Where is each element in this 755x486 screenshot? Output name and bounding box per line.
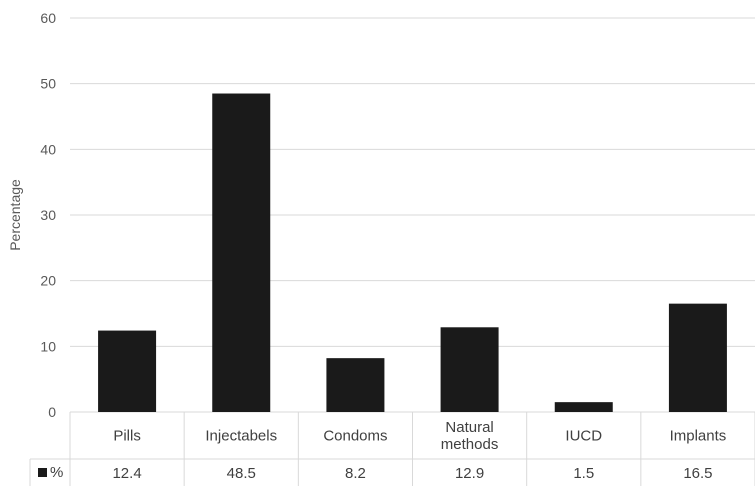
- data-value-label: 12.4: [112, 465, 141, 482]
- data-value-label: 48.5: [227, 465, 256, 482]
- y-tick-label: 60: [40, 10, 56, 26]
- y-axis-ticks: 0 10 20 30 40 50 60: [40, 10, 56, 420]
- category-label: Implants: [670, 428, 727, 445]
- category-label: Pills: [113, 428, 141, 445]
- bars: [98, 93, 727, 413]
- data-value-label: 1.5: [573, 465, 594, 482]
- category-label: Injectabels: [205, 428, 277, 445]
- bar: [326, 358, 385, 412]
- category-label: Natural methods: [441, 419, 499, 453]
- y-tick-label: 10: [40, 338, 56, 354]
- bar: [668, 303, 727, 412]
- bar: [98, 330, 157, 412]
- legend-label: %: [50, 464, 63, 481]
- grid-lines: [70, 17, 755, 413]
- legend-swatch: [38, 468, 47, 477]
- y-axis-label: Percentage: [7, 179, 23, 251]
- bar: [212, 93, 271, 413]
- bar: [440, 327, 499, 412]
- category-label: IUCD: [565, 428, 602, 445]
- data-value-label: 16.5: [683, 465, 712, 482]
- category-label: Condoms: [323, 428, 387, 445]
- bar: [554, 402, 613, 412]
- y-tick-label: 50: [40, 76, 56, 92]
- y-tick-label: 40: [40, 141, 56, 157]
- data-value-label: 8.2: [345, 465, 366, 482]
- data-value-label: 12.9: [455, 465, 484, 482]
- y-tick-label: 20: [40, 273, 56, 289]
- y-tick-label: 0: [48, 404, 56, 420]
- data-table: Pills Injectabels Condoms Natural methods IUC…: [29, 412, 755, 486]
- y-tick-label: 30: [40, 207, 56, 223]
